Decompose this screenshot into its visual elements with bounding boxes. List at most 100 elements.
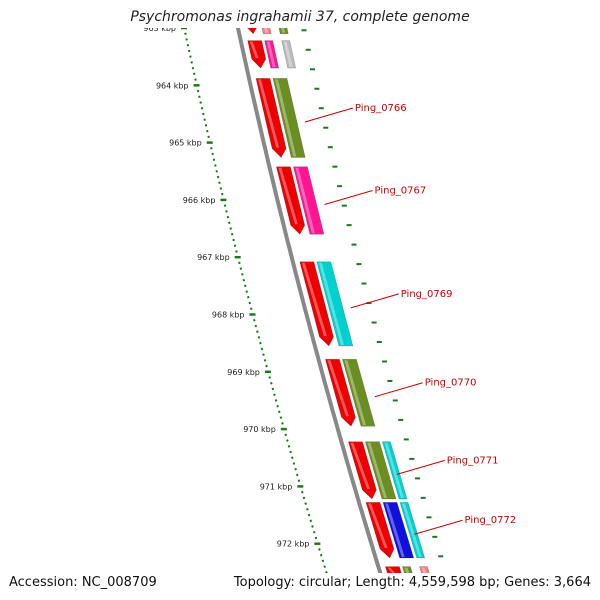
feature-block [281,40,297,69]
feature-block-shine [404,567,410,573]
gene-feature-block [316,261,354,347]
minor-tick [289,450,292,454]
minor-tick [270,381,273,385]
feature-block [264,40,280,69]
minor-tick [304,502,307,505]
accession-label: Accession: NC_008709 [9,575,157,590]
gene-label: Ping_0771 [447,455,499,466]
minor-tick [278,410,281,414]
minor-tick [254,324,258,328]
cds-arrow-shine [249,41,259,59]
minor-tick [276,404,279,408]
minor-tick [292,462,296,465]
minor-tick [239,267,243,270]
tick-label: 971 kbp [260,482,293,491]
cds-arrow-shine [387,567,396,573]
tick-label: 968 kbp [212,311,245,320]
gene-label: Ping_0767 [375,185,427,196]
minor-tick [262,353,265,356]
gene-leader-line [304,107,354,123]
minor-tick [256,330,259,333]
minor-tick [265,364,268,368]
cds-arrow [247,28,257,35]
cds-track [247,28,402,573]
gene-feature-block [293,166,325,235]
minor-tick [259,341,262,345]
genome-backbone [235,28,383,573]
tick-label: 965 kbp [169,139,202,148]
tick-label: 963 kbp [143,24,176,33]
minor-tick [311,525,314,528]
gene-feature-block-shine [318,262,344,345]
gene-feature-block-shine [344,360,366,426]
gene-leader-line [396,459,445,475]
cds-arrow-shine [368,503,388,548]
minor-tick [302,496,306,500]
gene-feature-block [382,502,415,559]
cds-arrow [247,40,267,69]
gene-leader-line [374,382,423,398]
feature-block-shine [281,28,286,33]
cds-arrow-shine [350,442,370,489]
minor-tick [257,336,261,339]
gene-leader-line [324,189,373,205]
minor-tick [323,565,326,568]
feature-block [382,441,408,500]
cds-arrow-shine [327,360,349,417]
minor-tick [241,273,244,276]
feature-block [401,566,413,573]
tick-label: 969 kbp [227,368,260,377]
cds-arrow [276,166,306,235]
genome-summary: Topology: circular; Length: 4,559,598 bp… [233,575,591,590]
gene-leader-line [414,519,463,535]
gene-feature-block-shine [367,442,387,498]
minor-tick [271,387,275,391]
gene-feature-block [342,358,376,427]
tick-label: 964 kbp [156,81,189,90]
minor-tick [312,530,316,534]
minor-tick [253,318,256,322]
gene-feature-block-shine [275,79,297,157]
minor-tick [301,490,304,494]
cds-arrow [255,78,287,158]
minor-tick [318,548,321,551]
tick-label: 967 kbp [197,253,230,262]
gene-label: Ping_0772 [465,515,517,526]
minor-tick [244,284,247,288]
minor-tick [319,553,323,557]
minor-tick [273,393,276,396]
tick-label: 966 kbp [183,196,216,205]
minor-tick [309,519,313,523]
minor-tick [250,307,253,311]
gene-label: Ping_0769 [401,289,453,300]
tick-label: 972 kbp [277,540,310,549]
feature-block-shine [384,442,404,498]
minor-tick [279,416,283,419]
feature-block-shine [266,41,276,68]
gene-label: Ping_0770 [425,378,477,389]
minor-tick [287,445,291,448]
minor-tick [294,467,297,471]
feature-block-shine [283,41,293,68]
cds-arrow [299,261,334,347]
feature-block [261,28,272,35]
backbone-line [235,28,383,573]
minor-tick [235,250,238,253]
minor-tick [238,261,241,265]
feature-block-shine [264,28,269,33]
feature-block-shine [421,567,427,573]
cds-arrow [325,358,356,427]
minor-tick [325,571,328,573]
gene-feature-block [272,78,306,158]
feature-block [418,566,430,573]
minor-tick [248,301,251,305]
feature-block [278,28,289,35]
minor-tick [297,479,301,482]
minor-tick [306,508,309,511]
gene-leader-line [350,293,399,309]
cds-arrow-shine [278,167,298,225]
cds-arrow [384,566,402,573]
cds-arrow [348,441,377,500]
map-title: Psychromonas ingrahamii 37, complete gen… [130,9,470,25]
